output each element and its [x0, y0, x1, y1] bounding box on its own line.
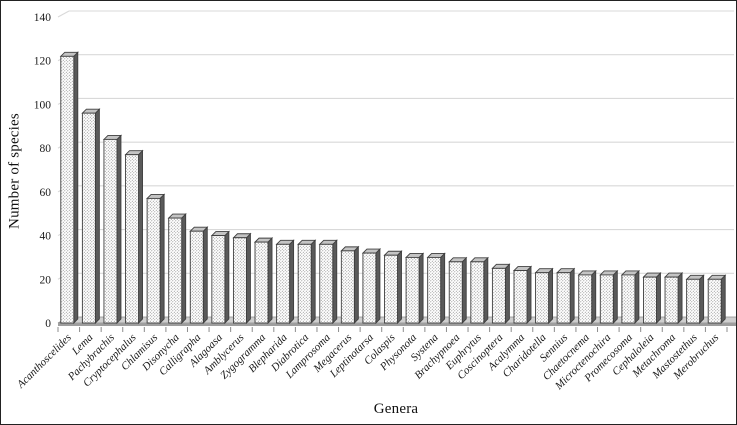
bar-colaspis [383, 250, 403, 325]
bar-coscinoptera [491, 263, 511, 325]
bar-systena [426, 252, 446, 325]
bar-euphrytus [469, 256, 489, 325]
bar-blepharida [275, 239, 295, 325]
x-axis-ticks [57, 327, 728, 332]
y-tick-label: 120 [34, 56, 52, 68]
x-category-label: Acanthoscelides [14, 332, 74, 392]
x-axis-category-labels: AcanthoscelidesLemaPachybrachisCryptocep… [14, 331, 721, 393]
bar-pachybrachis [102, 134, 123, 325]
bar-charidotella [534, 267, 554, 325]
bar-leptinotarsa [361, 247, 382, 325]
bar-amblycerus [232, 232, 252, 325]
bar-chaetocnema [577, 269, 597, 325]
bar-lema [81, 108, 101, 325]
bars [59, 51, 727, 325]
bar-mastostethus [685, 274, 705, 325]
bar-cryptocephalus [124, 149, 144, 325]
bar-disonycha [167, 212, 187, 325]
bar-cephaloleia [642, 272, 662, 325]
y-tick-label: 40 [40, 231, 52, 243]
y-axis-tick-labels: 0 20 40 60 80 100 120 140 [34, 12, 52, 330]
bar-acalymma [512, 265, 533, 325]
bar-calligrapha [189, 226, 209, 325]
y-tick-label: 80 [40, 143, 52, 155]
y-tick-label: 20 [40, 274, 52, 286]
y-tick-label: 140 [34, 12, 52, 24]
bar-acanthoscelides [59, 51, 79, 325]
bar-chlamisus [146, 193, 166, 325]
y-tick-label: 60 [40, 187, 52, 199]
bar-alagoasa [210, 230, 230, 325]
bar-metachroma [663, 272, 684, 325]
bar-diabrotica [297, 239, 317, 325]
bar-merobruchus [707, 274, 727, 325]
bar-microctenochira [599, 269, 619, 325]
bar-megacerus [340, 245, 360, 325]
bar-physonota [404, 252, 425, 325]
y-tick-label: 100 [34, 99, 52, 111]
bar-zygogramma [253, 237, 274, 325]
bar-lamprosoma [318, 239, 338, 325]
y-tick-label: 0 [45, 318, 51, 330]
bar-brachypnoea [448, 256, 468, 325]
bar-sennius [556, 267, 576, 325]
bar-promecosoma [620, 269, 640, 325]
